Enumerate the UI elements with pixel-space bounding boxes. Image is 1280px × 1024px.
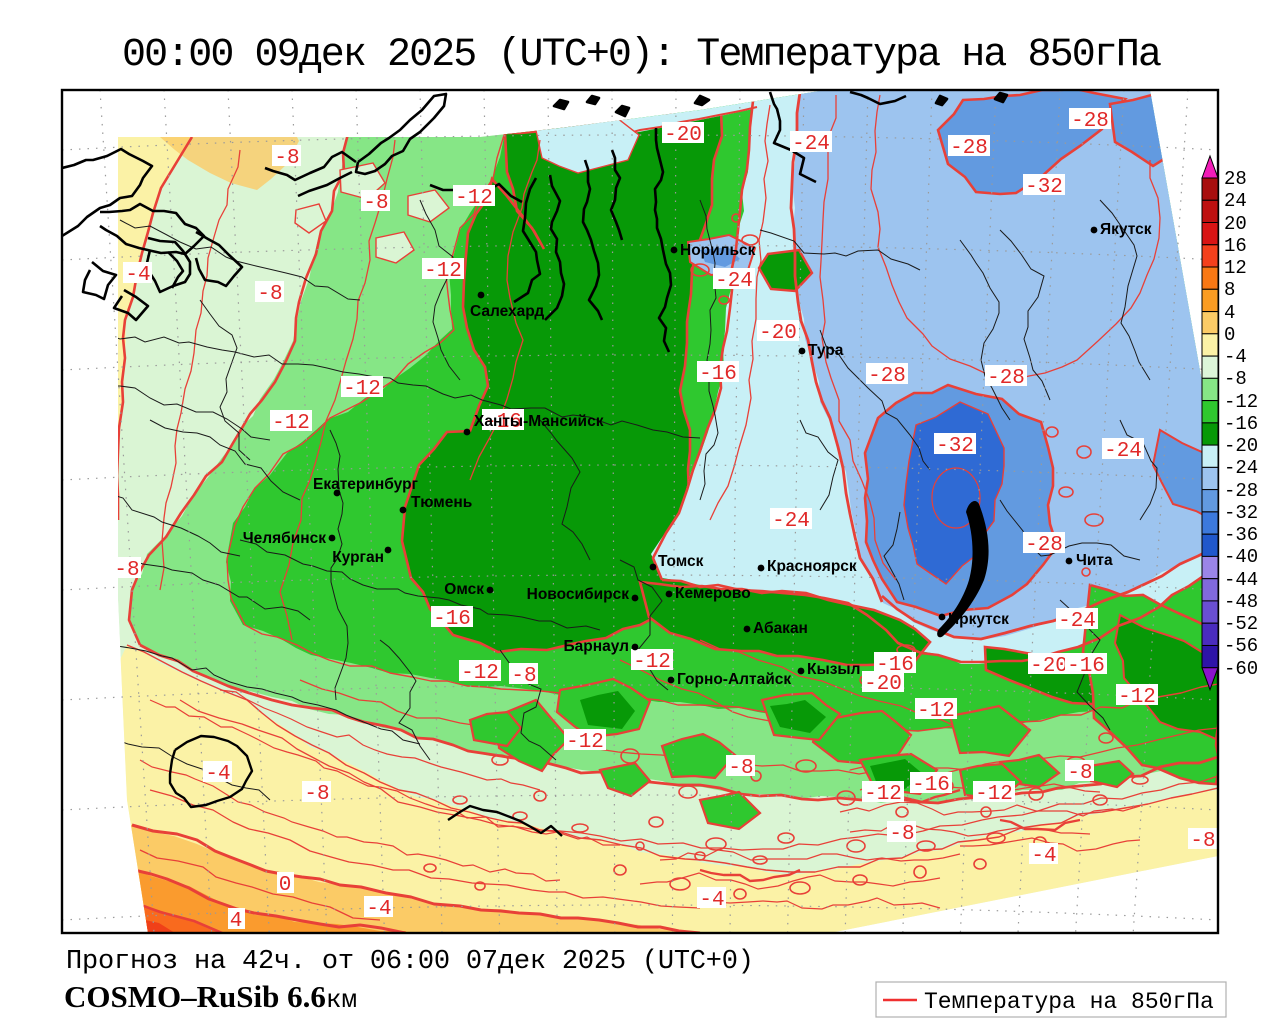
svg-text:Кемерово: Кемерово	[675, 585, 751, 602]
svg-text:Чита: Чита	[1076, 552, 1113, 569]
svg-text:12: 12	[1224, 257, 1247, 279]
svg-text:Тура: Тура	[808, 342, 844, 359]
svg-text:-8: -8	[728, 757, 753, 780]
svg-text:-12: -12	[1224, 391, 1258, 413]
svg-text:-16: -16	[1224, 413, 1258, 435]
svg-text:-8: -8	[363, 192, 388, 215]
svg-text:-4: -4	[1224, 346, 1247, 368]
svg-text:-8: -8	[257, 283, 282, 306]
svg-text:Екатеринбург: Екатеринбург	[313, 476, 419, 493]
svg-text:-8: -8	[1190, 830, 1215, 853]
svg-text:Прогноз на 42ч. от 06:00 07дек: Прогноз на 42ч. от 06:00 07дек 2025 (UTC…	[66, 947, 754, 977]
svg-text:0: 0	[279, 874, 292, 897]
svg-text:Омск: Омск	[444, 581, 484, 598]
svg-text:-4: -4	[1031, 845, 1056, 868]
svg-text:-24: -24	[1224, 457, 1258, 479]
svg-text:Томск: Томск	[658, 553, 704, 570]
svg-text:-28: -28	[1071, 110, 1109, 133]
svg-text:-4: -4	[366, 898, 391, 921]
svg-text:-52: -52	[1224, 613, 1258, 635]
svg-text:Температура на 850гПа: Температура на 850гПа	[924, 989, 1214, 1015]
svg-text:-12: -12	[633, 651, 671, 674]
svg-text:-32: -32	[1224, 502, 1258, 524]
svg-text:Барнаул: Барнаул	[564, 638, 629, 655]
svg-text:-48: -48	[1224, 591, 1258, 613]
svg-text:Кызыл: Кызыл	[807, 661, 861, 678]
svg-text:-20: -20	[1224, 435, 1258, 457]
svg-text:Абакан: Абакан	[753, 620, 808, 637]
svg-text:20: 20	[1224, 213, 1247, 235]
svg-text:-28: -28	[1224, 480, 1258, 502]
svg-text:-12: -12	[343, 378, 381, 401]
svg-text:24: 24	[1224, 190, 1247, 212]
svg-text:-24: -24	[1058, 610, 1096, 633]
svg-text:0: 0	[1224, 324, 1235, 346]
svg-text:-12: -12	[566, 731, 604, 754]
svg-text:Якутск: Якутск	[1100, 221, 1152, 238]
svg-text:Горно-Алтайск: Горно-Алтайск	[677, 671, 791, 688]
svg-text:-24: -24	[772, 510, 810, 533]
svg-text:-12: -12	[272, 412, 310, 435]
svg-text:-20: -20	[1030, 655, 1068, 678]
svg-text:-8: -8	[511, 665, 536, 688]
svg-text:-36: -36	[1224, 524, 1258, 546]
svg-text:-20: -20	[759, 322, 797, 345]
svg-text:-4: -4	[699, 889, 724, 912]
svg-text:Иркутск: Иркутск	[948, 611, 1009, 628]
svg-text:-12: -12	[455, 187, 493, 210]
svg-text:-20: -20	[664, 124, 702, 147]
svg-text:-16: -16	[484, 411, 522, 434]
svg-text:-56: -56	[1224, 635, 1258, 657]
svg-text:28: 28	[1224, 168, 1247, 190]
svg-text:-32: -32	[936, 435, 974, 458]
svg-text:8: 8	[1224, 279, 1235, 301]
svg-text:-12: -12	[864, 783, 902, 806]
svg-text:-60: -60	[1224, 658, 1258, 680]
svg-text:-12: -12	[975, 783, 1013, 806]
svg-text:Норильск: Норильск	[680, 242, 756, 259]
svg-text:-28: -28	[868, 365, 906, 388]
svg-text:-24: -24	[715, 270, 753, 293]
svg-text:-8: -8	[889, 823, 914, 846]
svg-text:-8: -8	[114, 559, 139, 582]
svg-text:-12: -12	[424, 260, 462, 283]
svg-text:Новосибирск: Новосибирск	[527, 586, 630, 603]
svg-text:-12: -12	[461, 662, 499, 685]
svg-text:-28: -28	[950, 137, 988, 160]
svg-text:4: 4	[1224, 302, 1235, 324]
svg-text:-24: -24	[1104, 440, 1142, 463]
svg-text:16: 16	[1224, 235, 1247, 257]
svg-text:-24: -24	[792, 133, 830, 156]
svg-text:-12: -12	[1118, 686, 1156, 709]
svg-text:Салехард: Салехард	[470, 303, 544, 320]
svg-text:-8: -8	[274, 147, 299, 170]
svg-text:COSMO–RuSib 6.6км: COSMO–RuSib 6.6км	[64, 979, 357, 1015]
svg-text:-8: -8	[1067, 762, 1092, 785]
svg-text:Красноярск: Красноярск	[767, 558, 857, 575]
svg-text:00:00 09дек 2025 (UTC+0): Темп: 00:00 09дек 2025 (UTC+0): Температура на…	[122, 33, 1162, 78]
svg-text:Ханты-Мансийск: Ханты-Мансийск	[474, 413, 604, 430]
svg-text:-20: -20	[864, 673, 902, 696]
svg-text:-8: -8	[304, 783, 329, 806]
svg-text:-40: -40	[1224, 546, 1258, 568]
svg-text:Тюмень: Тюмень	[411, 494, 472, 511]
svg-text:-12: -12	[917, 700, 955, 723]
svg-text:Челябинск: Челябинск	[243, 530, 326, 547]
svg-text:-28: -28	[987, 367, 1025, 390]
svg-text:-28: -28	[1025, 534, 1063, 557]
svg-text:-16: -16	[699, 363, 737, 386]
svg-text:-16: -16	[1067, 655, 1105, 678]
svg-text:-4: -4	[205, 763, 230, 786]
svg-text:-8: -8	[1224, 368, 1247, 390]
svg-text:-44: -44	[1224, 569, 1258, 591]
svg-text:-32: -32	[1025, 176, 1063, 199]
svg-text:-4: -4	[125, 264, 150, 287]
svg-text:4: 4	[230, 910, 243, 933]
svg-text:Курган: Курган	[332, 549, 384, 566]
svg-text:-16: -16	[433, 608, 471, 631]
svg-text:-16: -16	[912, 774, 950, 797]
